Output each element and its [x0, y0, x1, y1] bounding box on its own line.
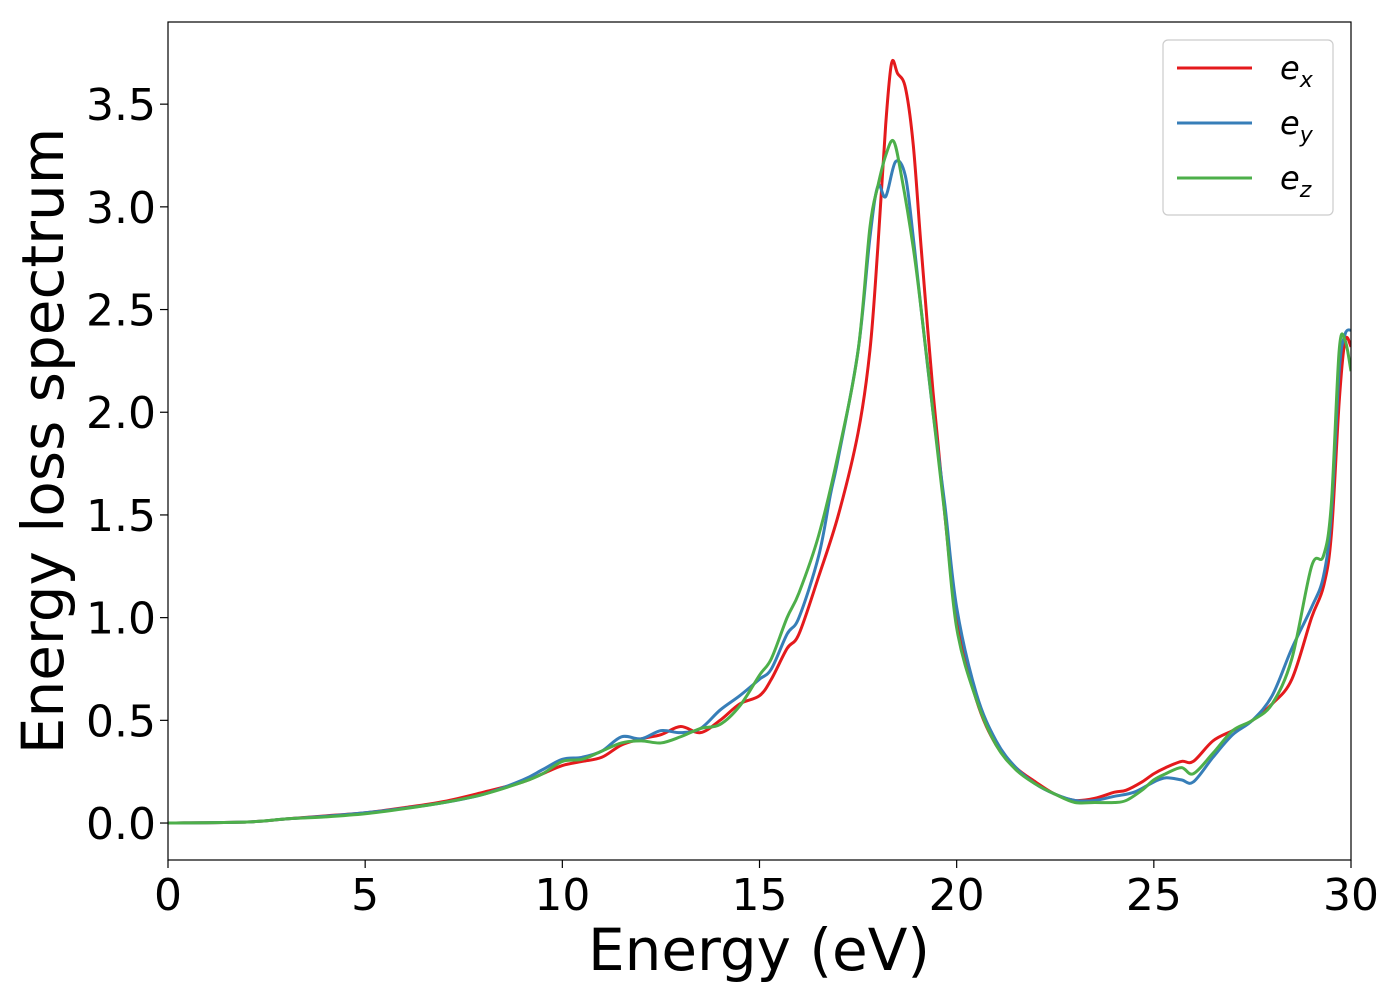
x-axis-ticks: 0 5 10 15 20 25 30: [154, 860, 1379, 921]
x-tick-label: 25: [1126, 870, 1182, 921]
x-tick-label: 5: [351, 870, 379, 921]
y-tick-label: 2.0: [86, 388, 156, 439]
y-axis-label: Energy loss spectrum: [9, 128, 77, 754]
x-tick-label: 15: [732, 870, 788, 921]
x-tick-label: 20: [929, 870, 985, 921]
x-tick-label: 30: [1323, 870, 1379, 921]
series-line-ez: [168, 138, 1351, 825]
legend-label-ey: ey: [1280, 104, 1314, 148]
y-tick-label: 3.5: [86, 80, 156, 131]
y-tick-label: 0.0: [86, 799, 156, 850]
legend-frame: [1162, 39, 1334, 216]
y-tick-label: 0.5: [86, 696, 156, 747]
legend-label-ez: ez: [1280, 159, 1312, 203]
y-axis-ticks: 0.0 0.5 1.0 1.5 2.0 2.5 3.0 3.5: [86, 80, 168, 850]
x-tick-label: 0: [154, 870, 182, 921]
series-line-ey: [168, 159, 1351, 825]
series-line-ex: [168, 58, 1351, 825]
legend-label-ex: ex: [1280, 49, 1314, 93]
legend: ex ey ez: [1162, 39, 1334, 216]
x-tick-label: 10: [534, 870, 590, 921]
y-tick-label: 2.5: [86, 286, 156, 337]
x-axis-label: Energy (eV): [588, 916, 930, 984]
y-tick-label: 1.0: [86, 594, 156, 645]
y-tick-label: 3.0: [86, 183, 156, 234]
y-tick-label: 1.5: [86, 491, 156, 542]
